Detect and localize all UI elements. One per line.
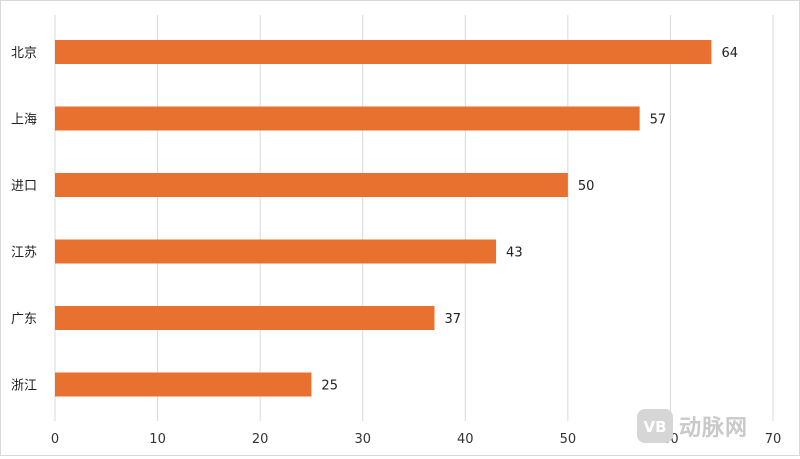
- x-tick-label: 50: [560, 432, 577, 447]
- bar: [55, 239, 497, 264]
- bar: [55, 40, 712, 64]
- data-label: 50: [578, 179, 595, 194]
- x-tick-label: 40: [457, 432, 474, 447]
- category-label: 浙江: [11, 379, 37, 394]
- bar: [55, 173, 568, 197]
- data-label: 43: [506, 246, 523, 261]
- x-tick-labels: 010203040506070: [51, 432, 781, 447]
- category-label: 广东: [11, 312, 37, 327]
- category-label: 上海: [11, 113, 37, 128]
- watermark-badge-text: VB: [643, 418, 666, 436]
- x-tick-label: 70: [765, 432, 782, 447]
- x-tick-label: 30: [354, 432, 371, 447]
- bars: [55, 40, 712, 397]
- data-label: 25: [321, 379, 338, 394]
- category-label: 北京: [11, 46, 37, 61]
- category-label: 进口: [11, 179, 37, 194]
- watermark-text: 动脉网: [679, 416, 748, 441]
- data-label: 37: [445, 312, 462, 327]
- watermark-badge: [637, 409, 673, 443]
- x-tick-label: 10: [149, 432, 166, 447]
- data-label: 57: [650, 113, 667, 128]
- x-tick-label: 0: [51, 432, 59, 447]
- bar: [55, 106, 640, 131]
- x-tick-label: 20: [252, 432, 269, 447]
- data-labels: 64 57 50 43 37 25: [321, 46, 738, 394]
- gridlines: [54, 15, 774, 421]
- watermark-logo: VB 动脉网: [637, 409, 748, 443]
- category-label: 江苏: [11, 245, 37, 261]
- data-label: 64: [721, 46, 738, 61]
- bar: [55, 306, 435, 330]
- bar: [55, 372, 312, 397]
